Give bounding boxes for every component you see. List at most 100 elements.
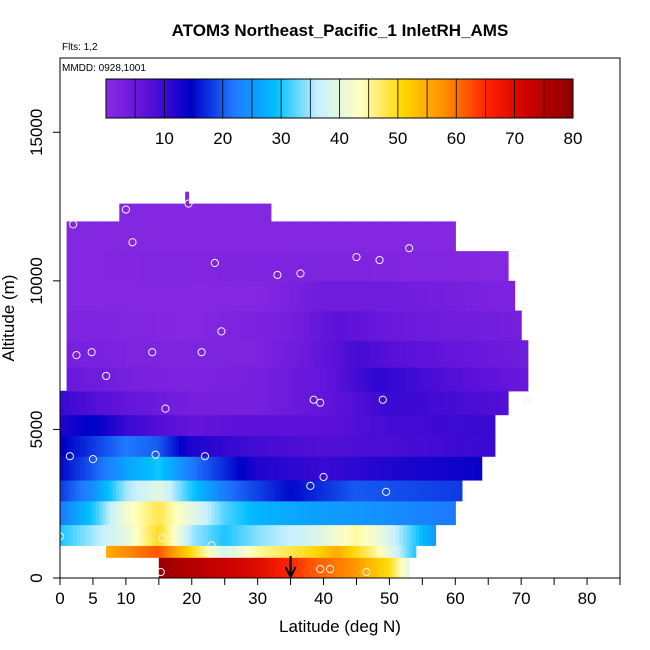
rh-cell-band-9 xyxy=(402,367,407,392)
rh-cell-band-7 xyxy=(386,414,391,436)
rh-cell-band-3 xyxy=(399,500,404,526)
rh-cell-band-11 xyxy=(270,310,275,341)
rh-cell-band-7 xyxy=(458,414,463,436)
rh-cell-band-4 xyxy=(175,479,180,502)
rh-cell-band-3 xyxy=(168,500,173,526)
rh-cell-band-7 xyxy=(326,414,331,436)
rh-cell-band-13 xyxy=(139,251,143,282)
rh-cell-band-9 xyxy=(419,367,423,392)
rh-cell-band-3 xyxy=(211,500,216,526)
rh-cell-band-13 xyxy=(244,251,249,282)
rh-cell-band-8 xyxy=(264,390,269,416)
rh-cell-band-12 xyxy=(333,280,338,312)
rh-cell-band-11 xyxy=(290,310,295,341)
rh-cell-band-9 xyxy=(148,367,153,392)
x-axis-label: Latitude (deg N) xyxy=(279,617,401,636)
rh-cell-band-8 xyxy=(102,390,107,416)
rh-cell-band-12 xyxy=(287,280,292,312)
rh-cell-band-5 xyxy=(323,456,328,481)
rh-cell-band-13 xyxy=(264,251,269,282)
flight-track-points xyxy=(55,199,532,577)
rh-cell-band-13 xyxy=(498,251,503,282)
rh-cell-band-3 xyxy=(452,500,456,526)
rh-cell-band-4 xyxy=(178,479,183,502)
rh-cell-band-12 xyxy=(76,280,81,312)
rh-cell-band-10 xyxy=(478,340,483,368)
rh-cell-band-5 xyxy=(254,456,259,481)
rh-cell-band-5 xyxy=(112,456,117,481)
rh-cell-band-12 xyxy=(201,280,206,312)
rh-cell-band-5 xyxy=(237,456,242,481)
rh-cell-band-6 xyxy=(356,435,361,457)
rh-cell-band-10 xyxy=(402,340,407,368)
rh-cell-band-1 xyxy=(221,545,226,558)
rh-cell-band-11 xyxy=(508,310,512,341)
rh-cell-band-3 xyxy=(307,500,311,526)
rh-cell-band-11 xyxy=(148,310,153,341)
rh-cell-band-2 xyxy=(392,524,397,546)
x-axis: 0 5 10 20 30 40 50 60 70 80 xyxy=(55,578,621,608)
rh-cell-band-14 xyxy=(369,221,374,252)
rh-cell-band-5 xyxy=(247,456,252,481)
rh-cell-band-6 xyxy=(359,435,364,457)
rh-cell-band-7 xyxy=(168,414,173,436)
rh-cell-band-12 xyxy=(320,280,325,312)
rh-cell-band-1 xyxy=(168,545,173,558)
rh-cell-band-11 xyxy=(191,310,196,341)
rh-cell-band-3 xyxy=(366,500,371,526)
rh-cell-band-5 xyxy=(428,456,433,481)
rh-cell-band-1 xyxy=(333,545,338,558)
rh-cell-band-7 xyxy=(92,414,97,436)
rh-cell-band-0 xyxy=(386,557,391,578)
rh-cell-band-0 xyxy=(260,557,265,578)
rh-cell-band-6 xyxy=(201,435,206,457)
rh-cell-band-5 xyxy=(89,456,94,481)
rh-cell-band-11 xyxy=(498,310,503,341)
rh-cell-band-1 xyxy=(201,545,206,558)
rh-cell-band-13 xyxy=(234,251,239,282)
rh-cell-band-9 xyxy=(152,367,157,392)
rh-cell-band-13 xyxy=(455,251,460,282)
rh-cell-band-3 xyxy=(293,500,298,526)
rh-cell-band-9 xyxy=(198,367,203,392)
rh-cell-band-7 xyxy=(270,414,275,436)
rh-cell-band-9 xyxy=(349,367,354,392)
rh-cell-band-5 xyxy=(372,456,377,481)
rh-cell-band-8 xyxy=(409,390,414,416)
rh-cell-band-10 xyxy=(343,340,348,368)
rh-cell-band-9 xyxy=(376,367,381,392)
rh-cell-band-10 xyxy=(340,340,344,368)
rh-cell-band-5 xyxy=(349,456,354,481)
rh-cell-band-7 xyxy=(445,414,450,436)
rh-cell-band-9 xyxy=(504,367,509,392)
rh-cell-band-13 xyxy=(330,251,335,282)
rh-cell-band-9 xyxy=(425,367,430,392)
rh-cell-band-3 xyxy=(106,500,111,526)
rh-cell-band-11 xyxy=(432,310,437,341)
rh-cell-band-2 xyxy=(231,524,236,546)
rh-cell-band-1 xyxy=(218,545,223,558)
rh-cell-band-8 xyxy=(389,390,394,416)
rh-cell-band-14 xyxy=(287,221,292,252)
rh-cell-band-13 xyxy=(488,251,493,282)
rh-cell-band-11 xyxy=(145,310,150,341)
rh-cell-band-10 xyxy=(237,340,242,368)
rh-cell-band-6 xyxy=(448,435,453,457)
rh-cell-band-5 xyxy=(379,456,384,481)
rh-cell-band-14 xyxy=(83,221,87,252)
flight-track-point xyxy=(375,255,384,265)
rh-cell-band-5 xyxy=(231,456,236,481)
rh-cell-band-11 xyxy=(494,310,499,341)
y-tick-label: 10000 xyxy=(27,257,46,304)
rh-cell-band-10 xyxy=(109,340,114,368)
rh-cell-band-3 xyxy=(76,500,81,526)
rh-cell-band-15 xyxy=(224,203,229,223)
rh-cell-band-5 xyxy=(303,456,308,481)
rh-cell-band-11 xyxy=(201,310,206,341)
colorbar-tick-label: 20 xyxy=(213,129,232,148)
rh-cell-band-8 xyxy=(316,390,321,416)
rh-cell-band-5 xyxy=(336,456,341,481)
rh-cell-band-0 xyxy=(224,557,229,578)
